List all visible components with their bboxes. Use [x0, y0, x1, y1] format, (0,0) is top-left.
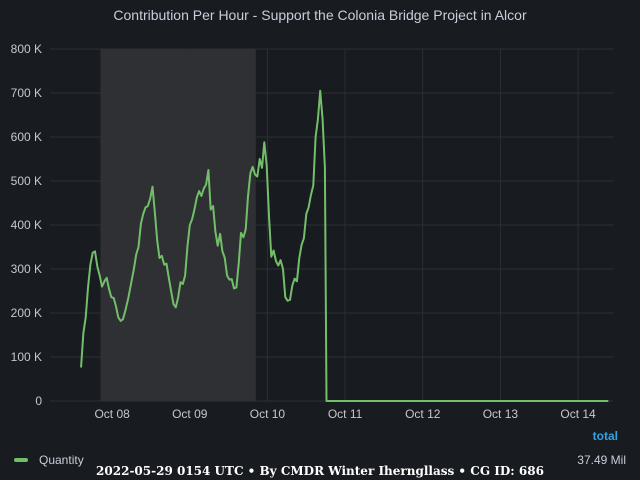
x-tick-label: Oct 11	[328, 407, 363, 421]
series-line-quantity[interactable]	[80, 89, 609, 402]
y-tick-label: 600 K	[11, 130, 42, 144]
x-tick-label: Oct 09	[172, 407, 208, 421]
y-tick-label: 500 K	[11, 174, 42, 188]
legend-series-name[interactable]: Quantity	[39, 453, 84, 467]
x-tick-label: Oct 14	[560, 407, 596, 421]
y-tick-label: 200 K	[11, 306, 42, 320]
series-layer	[80, 89, 609, 402]
x-tick-label: Oct 13	[483, 407, 519, 421]
y-tick-label: 0	[35, 394, 42, 408]
y-tick-label: 400 K	[11, 218, 42, 232]
footer-credit: 2022-05-29 0154 UTC • By CMDR Winter Ihe…	[96, 464, 544, 478]
legend-row-quantity[interactable]: Quantity 37.49 Mil	[14, 452, 626, 468]
legend-series-total: 37.49 Mil	[577, 453, 626, 467]
x-tick-label: Oct 10	[250, 407, 286, 421]
y-tick-label: 100 K	[11, 350, 42, 364]
chart-title: Contribution Per Hour - Support the Colo…	[113, 7, 527, 23]
y-tick-label: 800 K	[11, 42, 42, 56]
y-tick-label: 300 K	[11, 262, 42, 276]
tick-label-layer: 0 100 K 200 K 300 K 400 K 500 K 600 K 700 K 800 …	[11, 42, 596, 421]
x-tick-label: Oct 08	[94, 407, 130, 421]
legend-header-total[interactable]: total	[592, 429, 618, 443]
x-tick-label: Oct 12	[405, 407, 441, 421]
y-tick-label: 700 K	[11, 86, 42, 100]
legend-swatch-icon	[14, 458, 28, 462]
